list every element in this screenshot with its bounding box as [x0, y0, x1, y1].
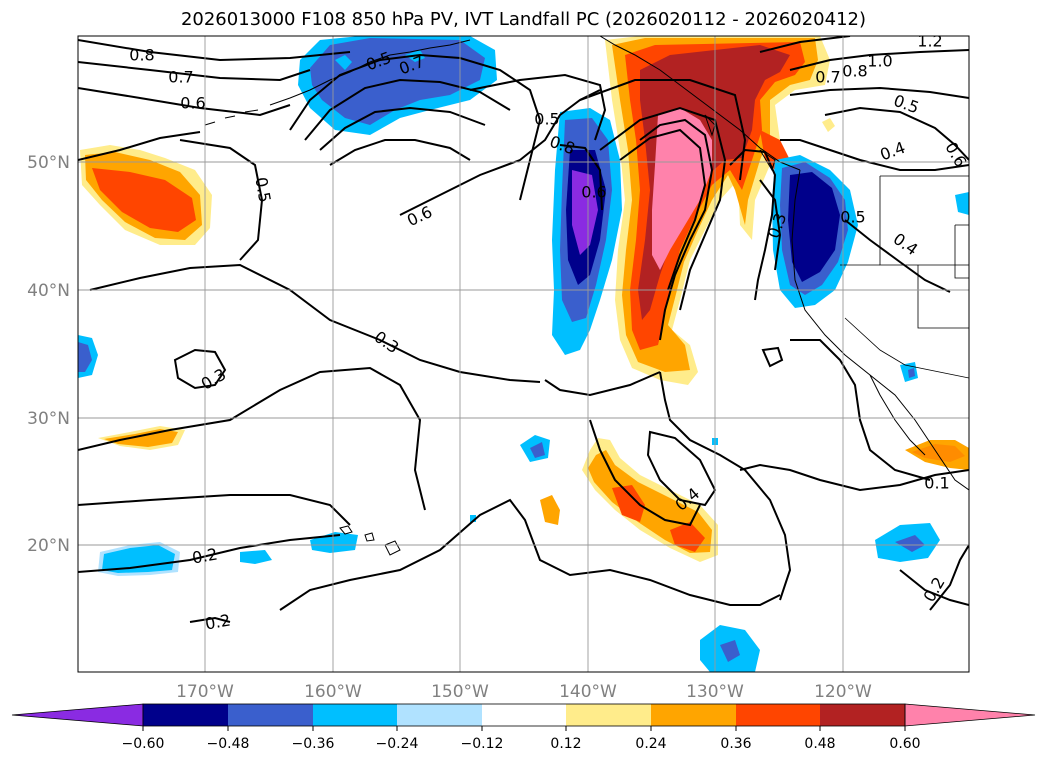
colorbar-tick-label: −0.60: [122, 736, 165, 752]
colorbar-tick-label: 0.48: [804, 736, 835, 752]
colorbar-tick-label: −0.24: [376, 736, 419, 752]
colorbar-segment: [736, 704, 820, 726]
lon-label: 160°W: [304, 682, 362, 702]
lat-label: 30°N: [27, 409, 70, 429]
colorbar-tick-label: −0.12: [461, 736, 504, 752]
pv-contours: [78, 36, 969, 623]
lat-label: 40°N: [27, 281, 70, 301]
colorbar-frame: [142, 703, 906, 727]
positive-shading-west: [80, 145, 212, 245]
contour-label: 1.2: [917, 32, 942, 51]
coastlines: [204, 36, 969, 556]
contour-label: 0.8: [842, 62, 867, 81]
map-area: 0.80.70.60.50.5 0.70.60.80.60.50.30.30.40…: [78, 32, 969, 672]
colorbar-segment: [313, 704, 397, 726]
political-borders: [840, 175, 969, 379]
lon-label: 130°W: [686, 682, 744, 702]
colorbar-tick-label: −0.36: [292, 736, 335, 752]
lon-labels: 170°W 160°W 150°W 140°W 130°W 120°W: [176, 682, 872, 702]
colorbar-segment: [651, 704, 736, 726]
colorbar-segment: [482, 704, 566, 726]
contour-label: 0.5: [840, 208, 865, 227]
chart-title: 2026013000 F108 850 hPa PV, IVT Landfall…: [180, 9, 867, 30]
contour-label: 0.7: [168, 68, 193, 87]
contour-label: 0.6: [180, 94, 205, 113]
colorbar-extend-max: [904, 703, 1036, 727]
lon-label: 150°W: [431, 682, 489, 702]
colorbar-segment: [566, 704, 651, 726]
contour-label: 0.6: [581, 183, 606, 202]
positive-speck: [822, 118, 835, 132]
contour-label: 0.1: [924, 474, 949, 493]
colorbar-segment: [228, 704, 313, 726]
colorbar-tick-label: −0.48: [207, 736, 250, 752]
colorbar-segment: [397, 704, 482, 726]
colorbar-tick-label: 0.24: [635, 736, 666, 752]
contour-label: 0.2: [191, 544, 219, 567]
contour-label: 0.8: [129, 46, 154, 65]
grid-lines: [78, 36, 969, 672]
lat-labels: 50°N 40°N 30°N 20°N: [27, 153, 70, 556]
lat-label: 50°N: [27, 153, 70, 173]
colorbar-tick-label: 0.60: [889, 736, 920, 752]
colorbar-extend-min: [11, 703, 144, 727]
contour-label: 0.2: [204, 610, 232, 633]
contour-label: 1.0: [867, 52, 892, 71]
contour-label: 0.7: [815, 68, 840, 87]
colorbar: −0.60 −0.48 −0.36 −0.24 −0.12 0.12 0.24 0.36 0.4…: [11, 703, 1036, 752]
lat-label: 20°N: [27, 536, 70, 556]
colorbar-segment: [143, 704, 228, 726]
lon-label: 140°W: [559, 682, 617, 702]
colorbar-tick-label: 0.12: [550, 736, 581, 752]
positive-shading-landfall: [605, 36, 830, 385]
lon-label: 120°W: [814, 682, 872, 702]
contour-label: 0.5: [534, 110, 559, 129]
lon-label: 170°W: [176, 682, 234, 702]
map-frame: [77, 35, 970, 673]
colorbar-tick-label: 0.36: [720, 736, 751, 752]
negative-shading-coast: [772, 155, 858, 308]
colorbar-segment: [820, 704, 905, 726]
contour-label: 0.5: [251, 176, 274, 204]
positive-shading-subtropics: [540, 438, 718, 562]
